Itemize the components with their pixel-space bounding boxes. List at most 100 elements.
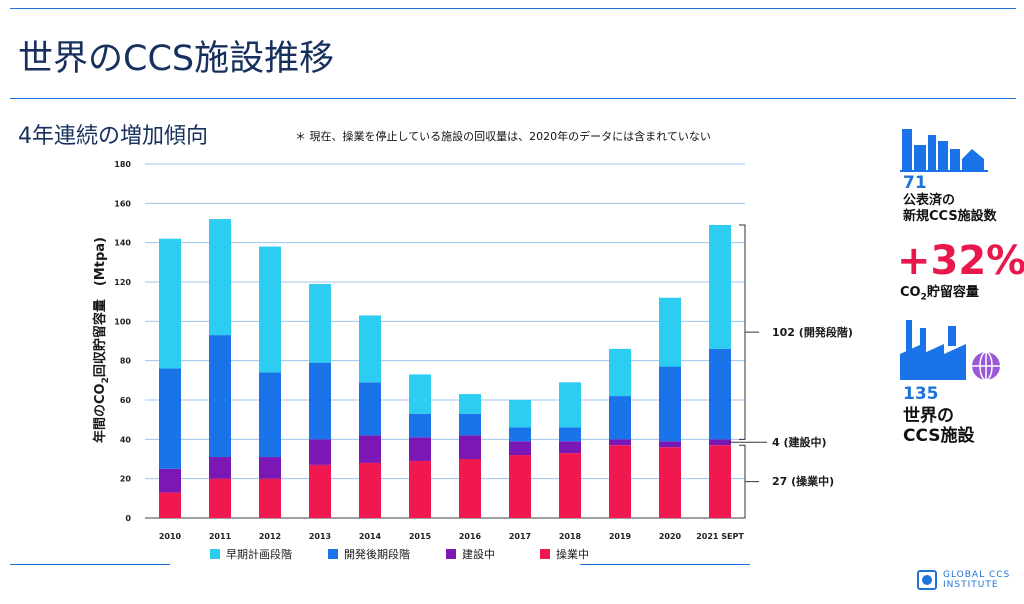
page-title: 世界のCCS施設推移	[18, 39, 335, 79]
factory-globe-icon	[900, 320, 1000, 381]
bar-segment	[509, 427, 531, 442]
bar-segment	[209, 457, 231, 479]
y-tick-label: 20	[120, 475, 132, 484]
x-tick-label: 2016	[459, 532, 482, 541]
logo-text: GLOBAL CCS INSTITUTE	[943, 570, 1011, 590]
x-tick-label: 2012	[259, 532, 281, 541]
bar-segment	[609, 396, 631, 440]
y-tick-label: 160	[114, 199, 131, 208]
bar-segment	[259, 457, 281, 479]
bar-segment	[359, 435, 381, 463]
global-ccs-institute-logo: GLOBAL CCS INSTITUTE	[917, 570, 1010, 590]
bar-segment	[459, 459, 481, 518]
legend-item-construction: 建設中	[446, 546, 495, 562]
bar-segment	[709, 445, 731, 518]
x-tick-label: 2015	[409, 532, 432, 541]
legend-item-early: 早期計画段階	[210, 546, 292, 562]
bar-segment	[609, 348, 631, 397]
top-rule	[10, 8, 1016, 9]
y-tick-label: 0	[125, 514, 131, 523]
bar-segment	[709, 439, 731, 446]
y-tick-label: 100	[114, 317, 131, 326]
bar-segment	[359, 315, 381, 383]
bar-segment	[259, 478, 281, 518]
x-tick-label: 2011	[209, 532, 232, 541]
bar-segment	[309, 464, 331, 518]
bar-segment	[209, 478, 231, 518]
x-tick-label: 2013	[309, 532, 331, 541]
bar-segment	[309, 362, 331, 440]
bottom-rule	[10, 564, 170, 565]
footnote: ＊ 現在、操業を停止している施設の回収量は、2020年のデータには含まれていない	[295, 130, 711, 143]
stat-global-facilities-value: 135	[903, 384, 939, 404]
bar-segment	[459, 413, 481, 436]
bar-segment	[659, 441, 681, 448]
x-tick-label: 2014	[359, 532, 382, 541]
legend-swatch	[210, 549, 220, 559]
bar-segment	[309, 439, 331, 465]
stat-new-facilities-label: 公表済の 新規CCS施設数	[903, 193, 997, 224]
bar-segment	[259, 246, 281, 373]
y-tick-label: 40	[120, 435, 132, 444]
legend-swatch	[540, 549, 550, 559]
legend-swatch	[446, 549, 456, 559]
bar-segment	[559, 382, 581, 428]
bar-segment	[609, 445, 631, 518]
bar-segment	[209, 335, 231, 458]
title-rule	[10, 98, 1016, 99]
bar-segment	[559, 453, 581, 518]
stat-new-facilities-value: 71	[903, 173, 927, 193]
bar-segment	[509, 400, 531, 428]
x-tick-label: 2017	[509, 532, 531, 541]
y-axis-label: 年間のCO2回収貯留容量 (Mtpa)	[93, 237, 111, 443]
bar-segment	[659, 447, 681, 518]
bar-segment	[409, 437, 431, 461]
bar-segment	[309, 283, 331, 363]
x-tick-label: 2020	[659, 532, 682, 541]
legend-item-late: 開発後期段階	[328, 546, 410, 562]
x-tick-label: 2018	[559, 532, 582, 541]
y-tick-label: 60	[120, 396, 132, 405]
bar-segment	[159, 368, 181, 469]
bracket-label-development: 102 (開発段階)	[772, 326, 853, 339]
bar-segment	[409, 374, 431, 414]
bar-segment	[409, 460, 431, 518]
bar-segment	[209, 219, 231, 336]
bar-segment	[409, 413, 431, 438]
bar-segment	[509, 441, 531, 456]
y-tick-label: 180	[114, 160, 131, 169]
bar-segment	[559, 441, 581, 454]
logo-mark	[917, 570, 937, 590]
x-tick-label: 2021 SEPT	[696, 532, 744, 541]
bar-segment	[459, 394, 481, 414]
bottom-rule-right	[580, 564, 750, 565]
bar-segment	[359, 382, 381, 436]
bar-segment	[159, 238, 181, 369]
stat-global-facilities-label: 世界の CCS施設	[903, 406, 975, 446]
x-tick-label: 2019	[609, 532, 632, 541]
bar-segment	[709, 224, 731, 349]
stat-capacity-growth: +32%	[897, 238, 1024, 284]
bar-segment	[609, 439, 631, 446]
legend-swatch	[328, 549, 338, 559]
bar-segment	[159, 468, 181, 493]
bar-segment	[459, 435, 481, 459]
y-tick-label: 140	[114, 239, 131, 248]
bar-segment	[509, 455, 531, 518]
x-tick-label: 2010	[159, 532, 182, 541]
bar-segment	[159, 492, 181, 518]
bar-segment	[559, 427, 581, 442]
bracket-development	[739, 224, 759, 440]
bracket-label-construction: 4 (建設中)	[772, 436, 827, 449]
y-tick-label: 80	[120, 357, 132, 366]
bar-segment	[659, 366, 681, 442]
stat-capacity-label: CO2貯留容量	[900, 285, 979, 303]
bar-segment	[709, 348, 731, 440]
bracket-label-operational: 27 (操業中)	[772, 475, 835, 488]
bar-segment	[659, 297, 681, 367]
y-tick-label: 120	[114, 278, 131, 287]
legend-item-operational: 操業中	[540, 546, 589, 562]
bar-segment	[359, 462, 381, 518]
bracket-operational	[739, 444, 759, 519]
